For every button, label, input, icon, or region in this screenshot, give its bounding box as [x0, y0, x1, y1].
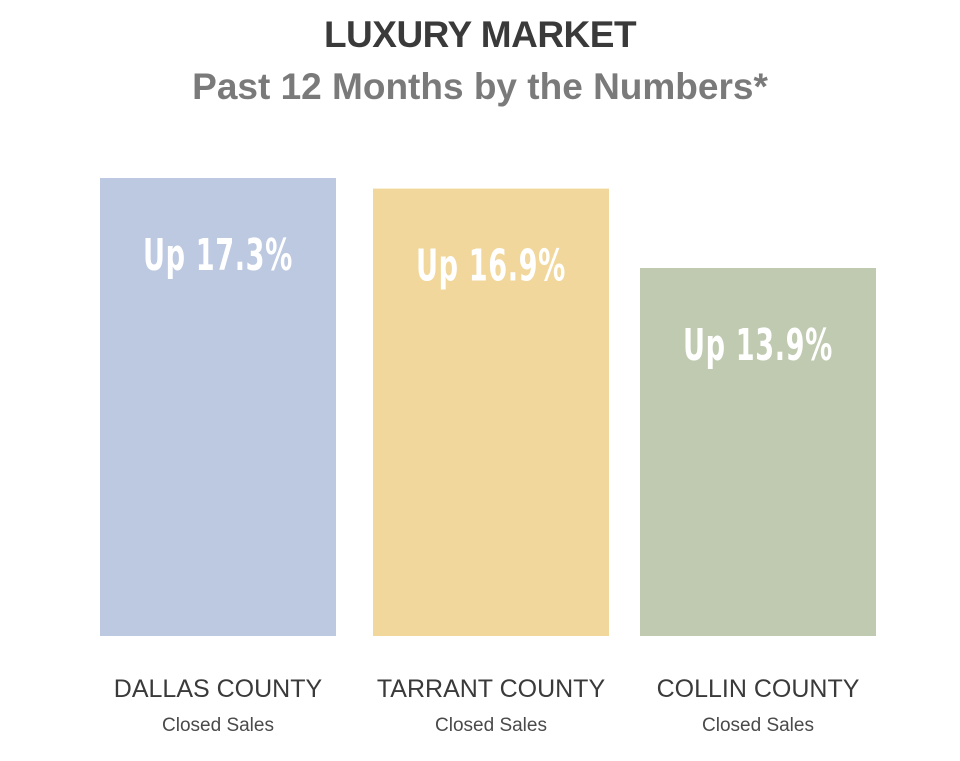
bar-3 — [640, 268, 876, 636]
category-sublabel-2: Closed Sales — [435, 715, 547, 736]
bar-value-label-3: Up 13.9% — [683, 320, 833, 371]
chart-subtitle: Past 12 Months by the Numbers* — [192, 66, 768, 107]
category-sublabel-1: Closed Sales — [162, 715, 274, 736]
bar-1 — [100, 178, 336, 636]
category-label-1: DALLAS COUNTY — [113, 675, 323, 703]
category-sublabel-3: Closed Sales — [702, 715, 814, 736]
category-label-3: COLLIN COUNTY — [656, 675, 860, 703]
bar-2 — [373, 188, 609, 636]
bar-value-label-2: Up 16.9% — [416, 241, 566, 292]
bar-value-label-1: Up 17.3% — [143, 230, 293, 281]
chart-title: LUXURY MARKET — [323, 14, 637, 55]
category-label-2: TARRANT COUNTY — [376, 675, 606, 703]
